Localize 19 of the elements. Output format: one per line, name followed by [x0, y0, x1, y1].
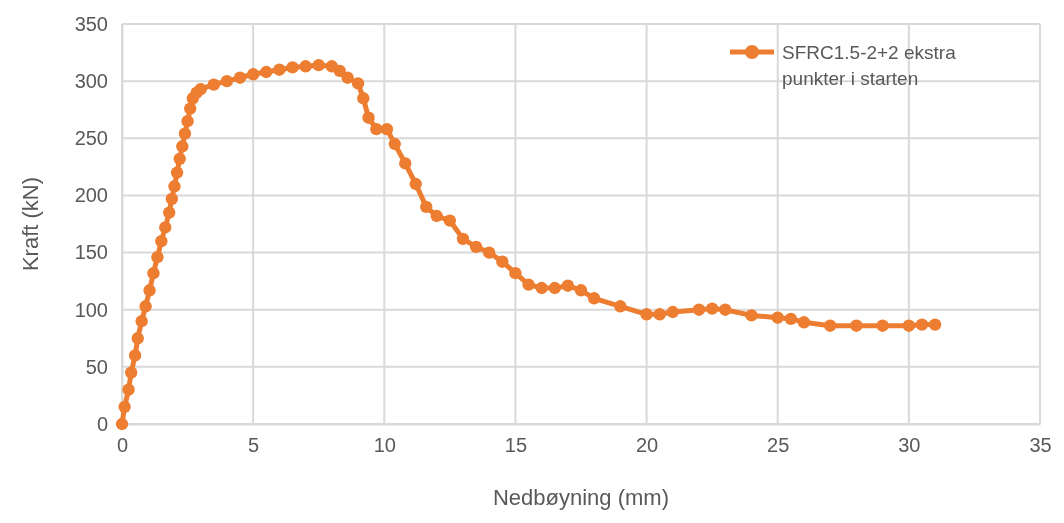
x-axis-title: Nedbøyning (mm): [492, 485, 670, 510]
y-tick-label: 50: [85, 355, 108, 378]
y-tick-label: 200: [74, 184, 108, 207]
x-tick-label: 10: [373, 434, 396, 457]
x-tick-label: 30: [898, 434, 921, 457]
y-axis-title: Kraft (kN): [18, 176, 43, 272]
legend-label: SFRC1.5-2+2 ekstra punkter i starten: [782, 42, 957, 89]
y-tick-label: 150: [74, 241, 108, 264]
y-tick-label: 100: [74, 298, 108, 321]
x-tick-label: 35: [1029, 434, 1052, 457]
x-tick-label: 0: [116, 434, 129, 457]
x-tick-label: 20: [635, 434, 659, 457]
y-tick-label: 250: [74, 127, 108, 150]
x-tick-label: 5: [248, 434, 260, 457]
y-tick-label: 0: [96, 412, 108, 435]
x-tick-label: 25: [767, 434, 790, 457]
y-tick-label: 300: [74, 70, 108, 93]
y-tick-label: 350: [74, 12, 108, 35]
x-tick-label: 15: [504, 434, 528, 457]
